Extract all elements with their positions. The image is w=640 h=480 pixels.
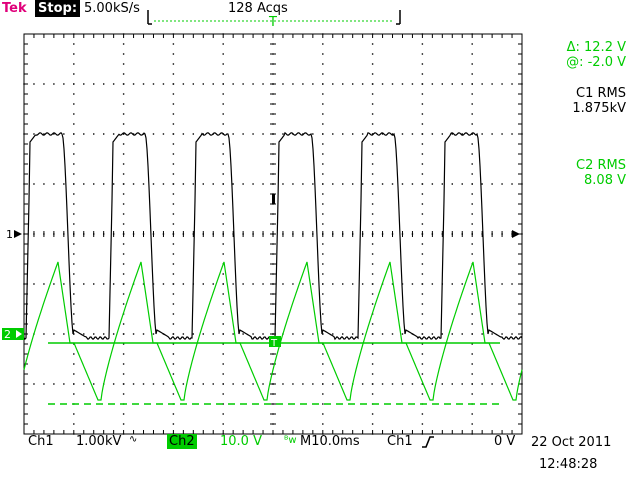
brand-logo: Tek bbox=[2, 1, 27, 16]
bottom-status-bar: Ch1 1.00kV ∿ Ch2 10.0 V ᴮw M10.0ms Ch1 0… bbox=[0, 432, 640, 480]
ch2-scale: 10.0 V bbox=[220, 434, 262, 449]
c2-rms-label: C2 RMS bbox=[576, 158, 626, 173]
trigger-center-mark bbox=[272, 194, 275, 204]
svg-text:1: 1 bbox=[6, 228, 13, 241]
sample-rate: 5.00kS/s bbox=[84, 1, 140, 16]
trigger-level-arrow bbox=[512, 230, 520, 238]
ch1-label: Ch1 bbox=[28, 434, 54, 449]
date-readout: 22 Oct 2011 bbox=[531, 435, 612, 450]
ch1-ground-marker: 1 bbox=[6, 228, 22, 241]
record-position-bracket bbox=[147, 10, 401, 25]
trigger-source: Ch1 bbox=[387, 434, 413, 449]
acquisition-count: 128 Acqs bbox=[228, 1, 288, 16]
run-stop-status: Stop: bbox=[35, 0, 81, 17]
bw-limit-icon: ᴮw bbox=[284, 435, 297, 446]
trigger-position-marker: T bbox=[268, 15, 277, 30]
c2-rms-value: 8.08 V bbox=[584, 173, 626, 188]
cursor-at-readout: @: -2.0 V bbox=[566, 55, 626, 70]
ch2-waveform bbox=[23, 261, 523, 401]
top-status-bar: Tek Stop: 5.00kS/s 128 Acqs bbox=[0, 0, 640, 18]
graticule-grid bbox=[23, 33, 523, 435]
c1-rms-label: C1 RMS bbox=[576, 86, 626, 101]
c1-rms-value: 1.875kV bbox=[572, 101, 626, 116]
ch2-ground-marker: 2 bbox=[2, 328, 24, 341]
ch1-scale: 1.00kV bbox=[76, 434, 122, 449]
trigger-top-letter: T bbox=[268, 15, 277, 30]
ac-coupling-icon: ∿ bbox=[129, 434, 138, 445]
ch2-trigger-marker bbox=[269, 336, 281, 347]
timebase: M10.0ms bbox=[300, 434, 360, 449]
rising-edge-icon bbox=[422, 436, 434, 448]
ch2-trigger-marker-letter: T bbox=[270, 338, 278, 349]
trigger-level: 0 V bbox=[494, 434, 516, 449]
ch2-label: Ch2 bbox=[167, 434, 197, 449]
cursor-delta-readout: Δ: 12.2 V bbox=[566, 40, 626, 55]
svg-text:2: 2 bbox=[4, 328, 11, 341]
time-readout: 12:48:28 bbox=[539, 457, 598, 472]
